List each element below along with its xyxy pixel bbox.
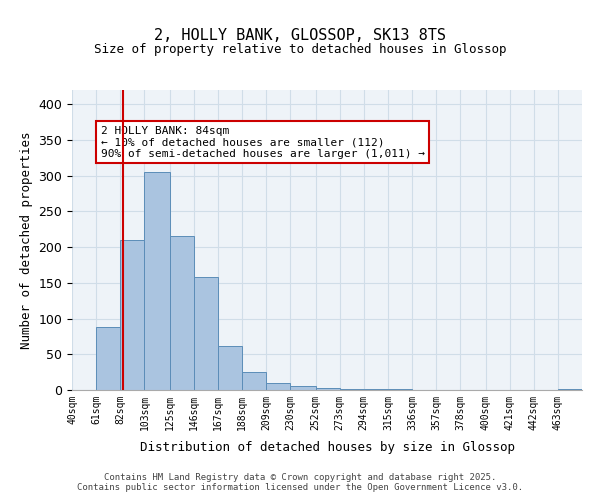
Bar [316,388,340,390]
Bar [145,172,170,390]
Bar [96,327,120,390]
Text: 2 HOLLY BANK: 84sqm
← 10% of detached houses are smaller (112)
90% of semi-detac: 2 HOLLY BANK: 84sqm ← 10% of detached ho… [101,126,425,159]
Y-axis label: Number of detached properties: Number of detached properties [20,131,33,349]
Text: Contains HM Land Registry data © Crown copyright and database right 2025.: Contains HM Land Registry data © Crown c… [104,474,496,482]
Text: Contains public sector information licensed under the Open Government Licence v3: Contains public sector information licen… [77,484,523,492]
Bar [194,277,218,390]
Bar [170,236,194,390]
Bar [218,346,242,390]
Text: 2, HOLLY BANK, GLOSSOP, SK13 8TS: 2, HOLLY BANK, GLOSSOP, SK13 8TS [154,28,446,42]
Bar [290,386,316,390]
Bar [558,388,582,390]
Bar [340,388,364,390]
Text: Size of property relative to detached houses in Glossop: Size of property relative to detached ho… [94,42,506,56]
X-axis label: Distribution of detached houses by size in Glossop: Distribution of detached houses by size … [139,441,515,454]
Bar [266,383,290,390]
Bar [120,240,145,390]
Bar [242,372,266,390]
